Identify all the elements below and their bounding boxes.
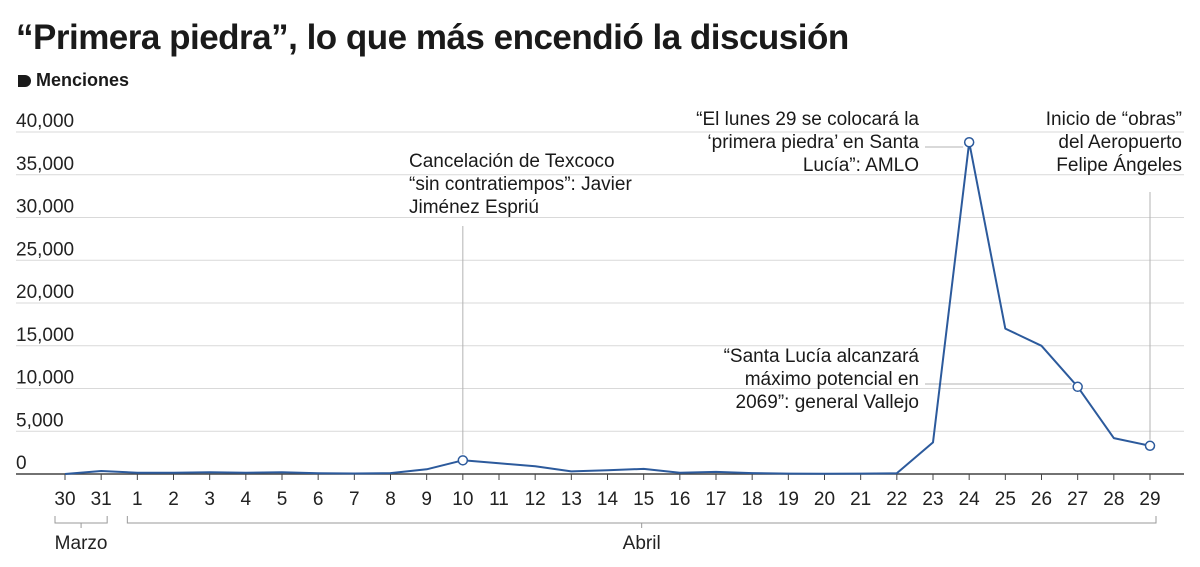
y-tick-label: 10,000 [16, 368, 74, 389]
x-tick-label: 11 [489, 489, 509, 510]
x-tick-label: 16 [669, 489, 690, 510]
x-tick-label: 13 [561, 489, 582, 510]
annotation-text: “El lunes 29 se colocará la [696, 109, 919, 130]
annotation-marker [1072, 381, 1083, 393]
x-axis-groups: Marzo Abril [54, 516, 1157, 554]
annotation-text: del Aeropuerto [1058, 132, 1182, 153]
annotation-text: Jiménez Espriú [409, 197, 539, 218]
legend-marker-icon [18, 74, 31, 87]
x-tick-label: 26 [1031, 489, 1052, 510]
annotation-marker [1144, 440, 1156, 452]
y-tick-label: 30,000 [16, 197, 74, 218]
x-tick-label: 29 [1139, 489, 1160, 510]
x-tick-label: 4 [241, 489, 252, 510]
annotation-marker [457, 455, 469, 466]
annotation-marker [963, 137, 975, 148]
chart-title: “Primera piedra”, lo que más encendió la… [16, 18, 849, 57]
annotation-text: “sin contratiempos”: Javier [409, 174, 632, 195]
x-tick-label: 27 [1067, 489, 1088, 510]
group-bracket [54, 516, 108, 524]
annotations: Cancelación de Texcoco“sin contratiempos… [409, 109, 1182, 413]
x-tick-label: 23 [922, 489, 943, 510]
x-tick-label: 30 [54, 489, 75, 510]
x-tick-label: 31 [91, 489, 112, 510]
x-tick-label: 7 [349, 489, 360, 510]
x-tick-label: 8 [385, 489, 396, 510]
gridlines [16, 131, 1184, 432]
annotation-leaders [462, 146, 1151, 455]
y-tick-label: 5,000 [16, 410, 64, 431]
legend-label: Menciones [36, 70, 130, 90]
x-tick-label: 15 [633, 489, 654, 510]
y-tick-label: 20,000 [16, 282, 74, 303]
x-tick-label: 24 [959, 489, 981, 510]
x-tick-label: 20 [814, 489, 835, 510]
x-tick-label: 17 [705, 489, 726, 510]
x-tick-label: 12 [525, 489, 546, 510]
x-tick-label: 1 [132, 489, 143, 510]
x-tick-label: 6 [313, 489, 324, 510]
x-group-label: Abril [623, 533, 661, 554]
annotation-text: “Santa Lucía alcanzará [724, 346, 920, 367]
y-tick-label: 25,000 [16, 239, 74, 260]
y-tick-label: 35,000 [16, 154, 74, 175]
x-tick-label: 18 [742, 489, 763, 510]
annotation-text: ‘primera piedra’ en Santa [707, 132, 919, 153]
x-tick-label: 10 [452, 489, 473, 510]
x-tick-label: 19 [778, 489, 799, 510]
annotation-text: Inicio de “obras” [1046, 109, 1182, 130]
x-tick-label: 3 [204, 489, 215, 510]
group-bracket [126, 516, 1157, 524]
x-tick-label: 22 [886, 489, 907, 510]
x-axis: 30 31 1 2 3 4 5 6 7 8 9 10 11 12 13 14 15 16 17 18 19 20 21 22 2… [16, 473, 1184, 510]
y-tick-label: 0 [16, 453, 27, 474]
annotation-text: máximo potencial en [745, 369, 919, 390]
x-group-label: Marzo [55, 533, 108, 554]
x-tick-label: 9 [421, 489, 432, 510]
y-tick-label: 40,000 [16, 111, 74, 132]
y-tick-label: 15,000 [16, 325, 74, 346]
x-tick-label: 14 [597, 489, 619, 510]
annotation-text: 2069”: general Vallejo [736, 392, 919, 413]
annotation-text: Felipe Ángeles [1056, 155, 1182, 176]
annotation-text: Lucía”: AMLO [803, 155, 919, 176]
y-axis-ticks: 0 5,000 10,000 15,000 20,000 25,000 30,000 35,0… [16, 111, 74, 474]
x-tick-label: 5 [277, 489, 288, 510]
x-tick-label: 21 [850, 489, 871, 510]
annotation-text: Cancelación de Texcoco [409, 151, 615, 172]
x-tick-label: 2 [168, 489, 179, 510]
x-tick-label: 28 [1103, 489, 1124, 510]
annotation-markers [457, 137, 1156, 466]
legend: Menciones [18, 70, 129, 91]
x-tick-label: 25 [995, 489, 1016, 510]
